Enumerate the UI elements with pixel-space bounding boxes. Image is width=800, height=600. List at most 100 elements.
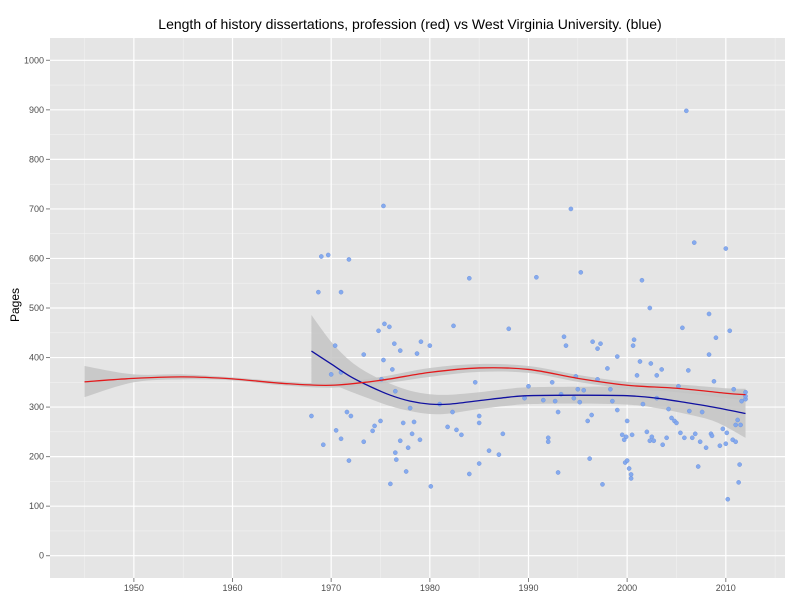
data-point (647, 438, 653, 444)
y-tick-label: 900 (29, 105, 44, 115)
data-point (534, 274, 539, 280)
data-point (407, 405, 413, 411)
data-point (476, 461, 482, 466)
x-tick-label: 1950 (124, 583, 144, 593)
data-point (427, 343, 433, 348)
data-point (723, 246, 729, 251)
data-point (614, 407, 620, 413)
data-point (736, 480, 741, 485)
data-point (743, 389, 748, 395)
data-point (629, 432, 635, 438)
data-point (674, 420, 679, 426)
data-point (737, 462, 742, 467)
minor-grid (50, 38, 785, 578)
data-point (466, 471, 472, 477)
data-point (403, 469, 409, 474)
data-point (624, 418, 630, 424)
data-point (388, 481, 393, 487)
chart-title: Length of history dissertations, profess… (158, 16, 661, 32)
data-point (361, 352, 367, 357)
data-point (376, 328, 381, 334)
y-tick-label: 700 (29, 204, 44, 214)
data-point (735, 417, 740, 423)
data-point (644, 429, 650, 435)
data-point (660, 442, 665, 448)
data-point (459, 432, 464, 438)
data-point (739, 398, 744, 404)
data-point (733, 422, 738, 428)
data-point (409, 431, 415, 437)
data-point (695, 464, 701, 469)
x-tick-label: 2000 (617, 583, 637, 593)
data-point (733, 439, 738, 445)
data-point (738, 422, 743, 428)
data-point (699, 409, 705, 415)
data-point (713, 335, 719, 341)
data-point (626, 466, 632, 471)
data-point (703, 445, 709, 451)
data-point (450, 409, 455, 415)
data-point (711, 379, 717, 384)
data-point (590, 339, 595, 344)
y-tick-label: 100 (29, 501, 44, 511)
data-point (552, 398, 558, 404)
y-tick-label: 1000 (24, 55, 44, 65)
data-point (640, 401, 646, 407)
data-point (689, 435, 695, 441)
data-point (500, 431, 506, 437)
data-point (709, 433, 715, 439)
x-tick-label: 1970 (321, 583, 341, 593)
data-point (381, 357, 386, 363)
data-point (659, 367, 664, 372)
confidence-bands (84, 314, 746, 438)
data-point (372, 423, 377, 429)
data-point (348, 413, 354, 419)
data-point (717, 443, 723, 449)
data-point (724, 430, 730, 436)
data-point (563, 343, 569, 348)
y-tick-label: 800 (29, 154, 44, 164)
data-point (397, 348, 403, 353)
data-point (684, 108, 689, 114)
data-point (545, 435, 551, 441)
confidence-band (311, 314, 746, 438)
data-point (706, 311, 712, 317)
x-tick-label: 1960 (223, 583, 243, 593)
major-grid (50, 38, 785, 578)
y-axis: 0 100 200 300 400 500 600 700 800 900 1000 (24, 55, 50, 561)
data-point (731, 386, 736, 392)
data-point (585, 418, 590, 424)
confidence-band (84, 363, 746, 401)
x-axis: 1950 1960 1970 1980 1990 2000 2010 (124, 578, 736, 593)
data-point (328, 372, 334, 377)
data-point (418, 339, 424, 344)
data-point (382, 321, 387, 327)
data-points (309, 108, 748, 502)
data-point (454, 427, 459, 433)
data-point (555, 409, 561, 415)
data-point (614, 354, 620, 359)
data-point (692, 431, 698, 437)
data-point (666, 406, 671, 412)
x-tick-label: 2010 (716, 583, 736, 593)
data-point (346, 458, 352, 463)
smooth-line (84, 367, 746, 396)
data-point (370, 428, 375, 434)
data-point (697, 439, 703, 445)
y-tick-label: 0 (39, 551, 44, 561)
data-point (623, 434, 629, 440)
data-point (587, 456, 592, 461)
data-point (723, 441, 729, 447)
data-point (506, 326, 512, 332)
data-point (581, 387, 587, 393)
data-point (387, 324, 392, 330)
data-point (522, 395, 527, 401)
data-point (654, 373, 660, 378)
data-point (378, 418, 383, 424)
x-tick-label: 1990 (518, 583, 538, 593)
data-point (628, 472, 634, 477)
data-point (605, 366, 610, 371)
data-point (428, 484, 434, 489)
data-point (600, 482, 605, 487)
data-point (568, 206, 574, 212)
